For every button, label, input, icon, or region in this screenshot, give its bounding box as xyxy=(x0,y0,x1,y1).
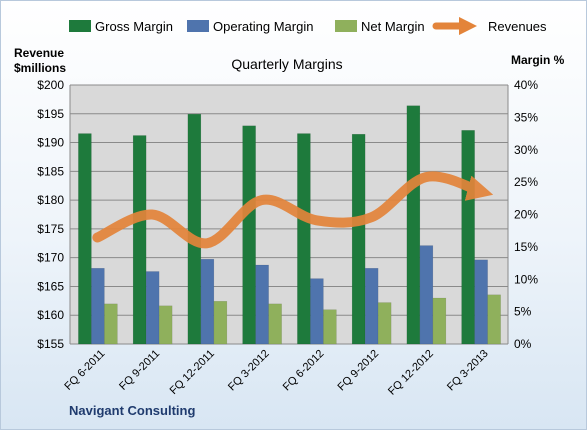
right-tick-label: 5% xyxy=(514,305,532,319)
legend-label-revenues: Revenues xyxy=(488,19,547,34)
legend-swatch-gross-margin xyxy=(69,20,91,32)
left-axis-title-line1: Revenue xyxy=(14,46,64,60)
right-tick-label: 35% xyxy=(514,110,538,124)
left-tick-label: $165 xyxy=(37,279,64,293)
x-axis: FQ 6-2011 FQ 9-2011 FQ 12-2011 FQ 3-2012 FQ … xyxy=(62,348,490,398)
bar-operating-margin xyxy=(364,267,379,345)
bar-net-margin xyxy=(487,294,501,345)
legend-swatch-net-margin xyxy=(335,20,357,32)
left-tick-label: $180 xyxy=(37,193,64,207)
legend: Gross Margin Operating Margin Net Margin… xyxy=(69,16,547,36)
bar-gross-margin xyxy=(78,133,92,345)
bar-net-margin xyxy=(158,305,173,345)
right-tick-label: 30% xyxy=(514,143,538,157)
x-tick-label: FQ 3-2013 xyxy=(445,348,491,394)
bar-net-margin xyxy=(104,303,118,345)
bar-gross-margin xyxy=(297,133,311,345)
right-axis-title: Margin % xyxy=(511,53,565,67)
bar-net-margin xyxy=(377,302,392,345)
bar-operating-margin xyxy=(145,271,160,345)
x-tick-label: FQ 9-2011 xyxy=(117,348,162,393)
left-tick-label: $170 xyxy=(37,251,64,265)
left-axis: $155 $160 $165 $170 $175 $180 $185 $190 $195 $200 xyxy=(37,78,64,351)
legend-swatch-operating-margin xyxy=(187,20,209,32)
bar-operating-margin xyxy=(310,278,324,345)
bar-gross-margin xyxy=(187,113,202,345)
bar-operating-margin xyxy=(474,259,488,345)
bar-gross-margin xyxy=(242,125,256,345)
bar-gross-margin xyxy=(132,135,147,345)
right-tick-label: 15% xyxy=(514,240,538,254)
x-tick-label: FQ 9-2012 xyxy=(336,348,382,394)
bar-operating-margin xyxy=(91,267,105,345)
right-axis: 0% 5% 10% 15% 20% 25% 30% 35% 40% xyxy=(514,78,538,351)
right-tick-label: 40% xyxy=(514,78,538,92)
left-tick-label: $175 xyxy=(37,222,64,236)
bar-operating-margin xyxy=(200,258,215,345)
left-tick-label: $160 xyxy=(37,308,64,322)
left-tick-label: $155 xyxy=(37,337,64,351)
left-tick-label: $190 xyxy=(37,136,64,150)
bar-net-margin xyxy=(213,301,228,345)
x-tick-label: FQ 6-2011 xyxy=(62,348,107,393)
left-tick-label: $185 xyxy=(37,164,64,178)
legend-label-gross-margin: Gross Margin xyxy=(95,19,173,34)
legend-label-net-margin: Net Margin xyxy=(361,19,425,34)
revenues-line xyxy=(92,171,494,249)
bar-gross-margin xyxy=(406,105,421,345)
x-tick-label: FQ 3-2012 xyxy=(226,348,272,394)
right-tick-label: 20% xyxy=(514,208,538,222)
bar-operating-margin xyxy=(419,245,434,345)
footer-source: Navigant Consulting xyxy=(69,403,195,418)
bar-gross-margin xyxy=(351,133,366,345)
bar-net-margin xyxy=(323,309,337,345)
bar-gross-margin xyxy=(461,130,475,345)
chart-title: Quarterly Margins xyxy=(231,56,342,72)
bar-net-margin xyxy=(268,303,282,345)
left-tick-label: $195 xyxy=(37,107,64,121)
bar-operating-margin xyxy=(255,264,269,345)
x-tick-label: FQ 12-2012 xyxy=(386,348,436,398)
right-tick-label: 0% xyxy=(514,337,532,351)
x-tick-label: FQ 6-2012 xyxy=(281,348,327,394)
x-tick-label: FQ 12-2011 xyxy=(168,348,217,397)
right-tick-label: 25% xyxy=(514,175,538,189)
right-tick-label: 10% xyxy=(514,272,538,286)
left-axis-title-line2: $millions xyxy=(14,61,66,75)
bar-net-margin xyxy=(432,297,447,345)
legend-label-operating-margin: Operating Margin xyxy=(213,19,313,34)
left-tick-label: $200 xyxy=(37,78,64,92)
